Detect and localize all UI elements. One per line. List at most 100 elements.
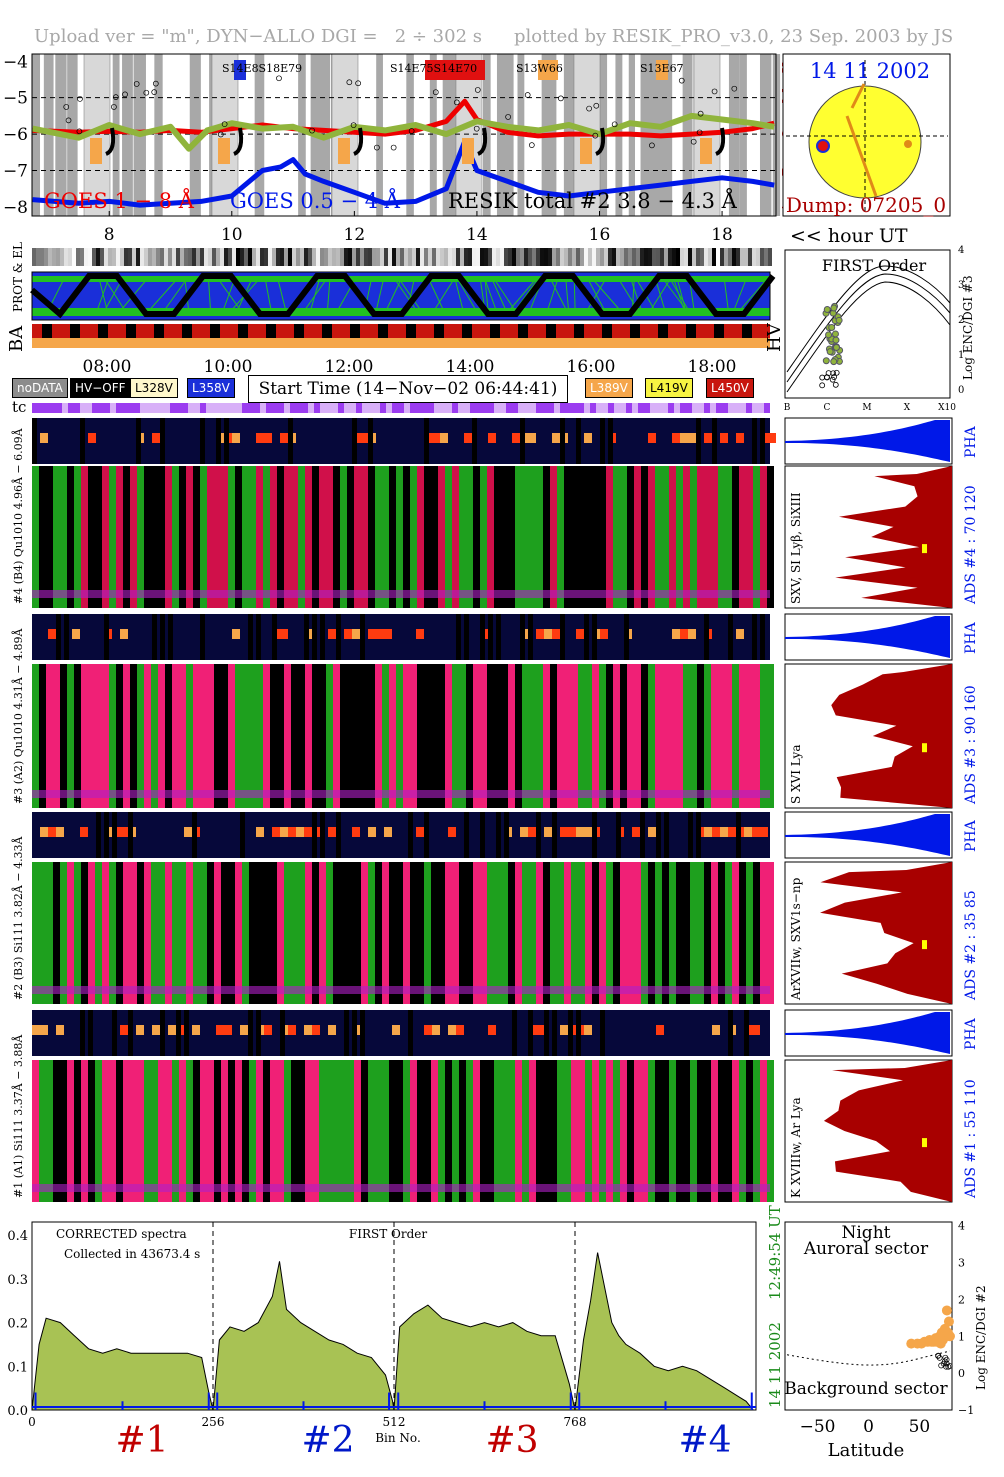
gray-cell [336,248,340,266]
channel-strip-line [688,629,696,639]
tc-strip-cell [686,403,692,413]
channel-spectrogram-column [165,1060,172,1202]
gray-cell [268,248,272,266]
gray-cell [380,248,384,266]
channel-spectrogram-column [403,664,410,808]
channel-strip-gap [552,812,557,858]
channel-spectrogram-column [578,664,585,808]
channel-spectrogram-column [88,466,95,608]
gray-cell [648,248,652,266]
prot-el-frame [31,271,771,321]
gray-cell [236,248,240,266]
channel-spectrogram-column [368,664,375,808]
channel-strip-background [32,812,770,858]
gray-cell [340,248,344,266]
channel-spectrogram-column [123,1060,130,1202]
legend-resik-total: RESIK total #2 3.8 − 4.3 Å [448,188,738,213]
latitude-xtick: 0 [863,1417,874,1437]
channel-spectrogram-column [571,862,578,1004]
channel-strip-gap [496,812,501,858]
channel-spectrogram-column [277,862,284,1004]
gray-cell [252,248,256,266]
channel-strip-gap [248,1010,253,1056]
gray-cell [308,248,312,266]
channel-spectrogram-column [207,664,214,808]
channel-spectrogram-column [746,664,753,808]
channel-strip-gap [552,1010,557,1056]
channel-spectrogram-column [557,1060,564,1202]
channel-strip-line [600,629,608,639]
channel-strip-gap [104,614,109,660]
channel-3-left-label: #2 (B3) Si111 3.82Å − 4.33Å [11,835,25,1000]
channel-strip-line [576,629,584,639]
channel-strip-gap [568,1010,573,1056]
channel-strip-gap [272,614,277,660]
resik-scatter-point [731,85,738,92]
channel-strip-gap [592,812,597,858]
channel-strip-gap [560,418,565,464]
tc-strip-cell [560,403,566,413]
channel-spectrogram-column [235,862,242,1004]
channel-spectrogram-column [522,664,529,808]
channel-strip-line [680,433,688,443]
channel-strip-line [352,827,360,837]
channel-spectrogram-column [74,862,81,1004]
resik-scatter-point [473,125,480,132]
prot-el-trace [484,279,498,313]
channel-spectrogram-column [130,664,137,808]
gray-cell [656,248,660,266]
channel-spectrogram-column [634,862,641,1004]
channel-spectrogram-column [32,466,39,608]
tc-strip-cell [530,403,536,413]
channel-spectrogram-column [102,466,109,608]
channel-spectrogram-column [326,466,333,608]
gray-cell [280,248,284,266]
channel-spectrogram-column [53,664,60,808]
channel-spectrogram-column [494,664,501,808]
channel-strip-gap [104,812,109,858]
prot-el-trace [670,279,690,313]
channel-strip-line [456,1025,464,1035]
channel-spectrogram-column [361,862,368,1004]
channel-spectrogram-column [46,664,53,808]
channel-spectrogram-column [508,466,515,608]
channel-strip-line [760,827,768,837]
channel-spectrogram-column [312,466,319,608]
tc-strip-cell [242,403,248,413]
tc-strip-cell [266,403,272,413]
channel-spectrogram-column [403,1060,410,1202]
resik-scatter-point [276,75,282,82]
channel-spectrogram-column [431,664,438,808]
channel-strip-line [40,827,48,837]
channel-strip-background [32,614,770,660]
ba-gap-cell [518,324,528,348]
tc-label: tc [12,398,26,416]
hour-tick-label: 14 [466,225,488,245]
gray-cell [316,248,320,266]
channel-strip-gap [168,614,173,660]
channel-spectrogram-column [634,664,641,808]
tc-strip-cell [314,403,320,413]
channel-spectrogram-column [585,664,592,808]
gray-cell [80,248,84,266]
latitude-ytick: 3 [958,1257,965,1270]
channel-spectrogram-column [172,664,179,808]
orbit-time-tick-label: 08:00 [83,357,132,377]
channel-strip-line [544,629,552,639]
channel-spectrogram-column [200,1060,207,1202]
gray-cell [560,248,564,266]
resik-scatter-point [152,80,159,87]
orbit-night-band [429,54,437,216]
tc-strip-cell [374,403,380,413]
channel-strip-gap [288,418,293,464]
detector-number-label: #2 [301,1420,354,1461]
spectra-ytick: 0.3 [7,1273,28,1288]
goes-short-series-line [32,138,775,208]
channel-spectrogram-column [515,664,522,808]
resik-scatter-point [309,127,315,134]
channel-spectrogram-column [165,466,172,608]
gray-cell [664,248,668,266]
channel-spectrogram-column [452,862,459,1004]
tc-strip-cell [734,403,740,413]
tc-strip-cell [500,403,506,413]
